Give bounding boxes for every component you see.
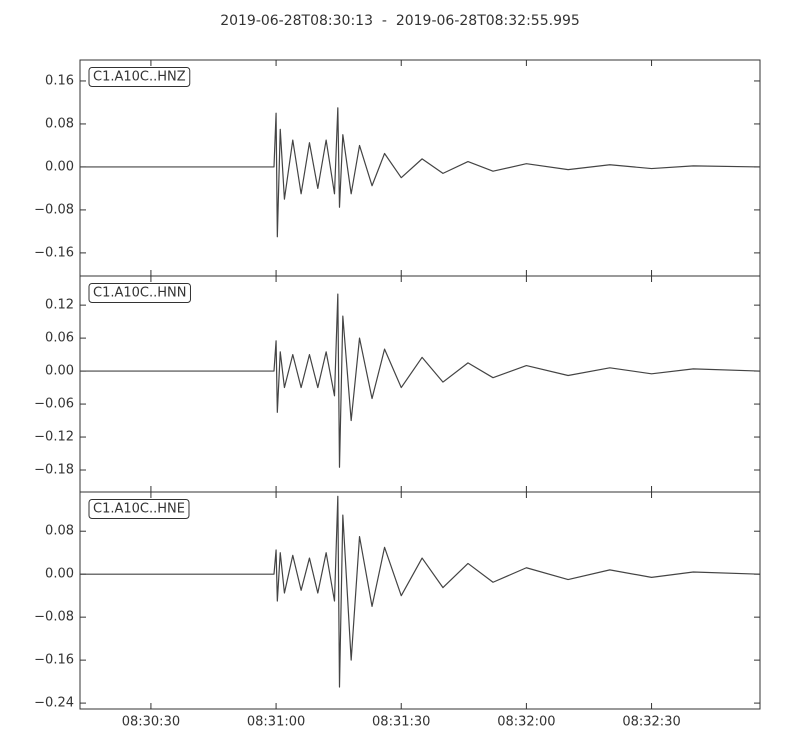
y-tick-label: 0.00 bbox=[45, 364, 74, 379]
trace-group bbox=[80, 107, 760, 238]
y-tick-label: 0.12 bbox=[45, 298, 74, 313]
waveform bbox=[80, 107, 760, 238]
y-tick-label: −0.06 bbox=[34, 397, 74, 412]
y-tick-label: 0.00 bbox=[45, 159, 74, 174]
y-tick-label: 0.08 bbox=[45, 116, 74, 131]
y-tick-label: −0.08 bbox=[34, 202, 74, 217]
figure-title: 2019-06-28T08:30:13 - 2019-06-28T08:32:5… bbox=[220, 13, 580, 29]
y-tick-label: −0.24 bbox=[34, 696, 74, 711]
y-tick-label: 0.00 bbox=[45, 567, 74, 582]
y-tick-label: 0.06 bbox=[45, 331, 74, 346]
trace-group bbox=[80, 495, 760, 688]
x-tick-label: 08:31:30 bbox=[372, 715, 430, 730]
trace-label: C1.A10C..HNZ bbox=[93, 70, 186, 85]
x-tick-label: 08:32:30 bbox=[622, 715, 680, 730]
panel-frame bbox=[79, 491, 761, 710]
x-tick-label: 08:32:00 bbox=[497, 715, 555, 730]
x-tick-label: 08:31:00 bbox=[247, 715, 305, 730]
trace-group bbox=[80, 293, 760, 468]
y-tick-label: −0.18 bbox=[34, 463, 74, 478]
y-tick-label: −0.12 bbox=[34, 430, 74, 445]
y-tick-label: −0.08 bbox=[34, 610, 74, 625]
panel-frame bbox=[79, 275, 761, 493]
y-tick-label: 0.08 bbox=[45, 524, 74, 539]
trace-label-box bbox=[88, 499, 190, 519]
x-tick-label: 08:30:30 bbox=[122, 715, 180, 730]
y-tick-label: 0.16 bbox=[45, 73, 74, 88]
trace-label-box bbox=[88, 67, 191, 87]
y-tick-label: −0.16 bbox=[34, 653, 74, 668]
waveform bbox=[80, 293, 760, 468]
y-tick-label: −0.16 bbox=[34, 245, 74, 260]
trace-label: C1.A10C..HNN bbox=[93, 286, 186, 301]
waveform bbox=[80, 495, 760, 688]
trace-label: C1.A10C..HNE bbox=[93, 502, 185, 517]
trace-label-box bbox=[88, 283, 191, 303]
